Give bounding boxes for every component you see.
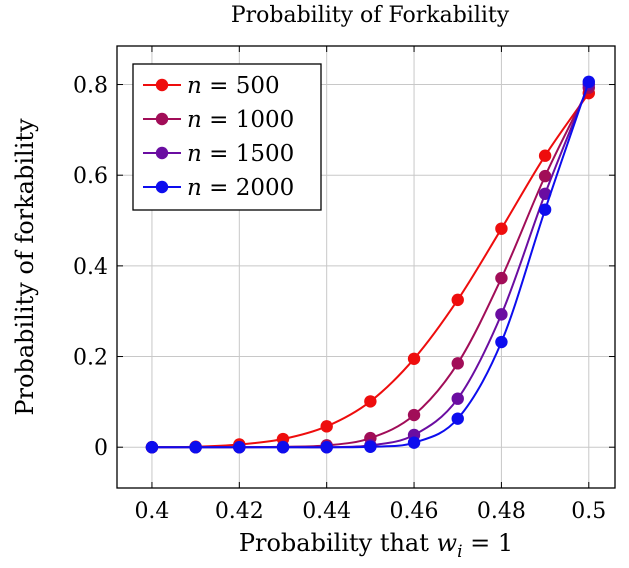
- series-lines: [145, 75, 595, 454]
- x-tick-label: 0.5: [571, 499, 606, 524]
- x-tick-label: 0.48: [477, 499, 526, 524]
- data-point: [451, 392, 464, 405]
- data-point: [364, 395, 377, 408]
- x-axis-label-subscript: i: [457, 542, 462, 562]
- legend-label: n = 1500: [187, 141, 294, 167]
- data-point: [451, 293, 464, 307]
- data-point: [451, 357, 464, 370]
- legend-label: n = 500: [187, 73, 280, 99]
- data-point: [189, 441, 202, 454]
- legend-label: n = 1000: [187, 107, 294, 133]
- data-point: [495, 222, 508, 235]
- data-point: [451, 412, 464, 425]
- legend-marker: [155, 146, 169, 160]
- legend-items: n = 500 n = 1000 n = 1500 n = 2000: [143, 73, 294, 201]
- legend-marker: [155, 78, 169, 92]
- data-point: [407, 408, 421, 422]
- data-point: [538, 187, 552, 200]
- y-tick-label: 0.4: [73, 255, 108, 280]
- data-point: [320, 441, 333, 454]
- data-point: [582, 75, 595, 89]
- legend: n = 500 n = 1000 n = 1500 n = 2000: [132, 63, 322, 211]
- data-point: [495, 308, 508, 321]
- series-2000: [145, 75, 595, 454]
- data-point: [538, 149, 552, 162]
- legend-marker: [155, 112, 169, 126]
- series-line: [151, 92, 590, 449]
- data-point: [276, 441, 290, 454]
- data-point: [407, 436, 421, 449]
- data-point: [407, 352, 421, 365]
- x-tick-label: 0.46: [390, 499, 439, 524]
- data-point: [233, 441, 246, 454]
- y-tick-label: 0: [94, 436, 108, 461]
- legend-label: n = 2000: [187, 175, 294, 201]
- data-point: [495, 335, 508, 349]
- legend-entry-2000: n = 2000: [143, 175, 294, 201]
- x-tick-label: 0.42: [215, 499, 264, 524]
- plot-area-frame: [116, 45, 616, 489]
- x-tick-label: 0.4: [134, 499, 169, 524]
- data-point: [538, 203, 552, 216]
- chart-title: Probability of Forkability: [231, 3, 510, 28]
- tick-labels: 0.4 0.42 0.44 0.46 0.48 0.5 0 0.2 0.4 0.6 0.8: [73, 74, 606, 524]
- x-axis-label: Probability that wi = 1: [239, 529, 513, 562]
- y-tick-label: 0.8: [73, 74, 108, 99]
- legend-entry-500: n = 500: [143, 73, 280, 99]
- y-tick-label: 0.6: [73, 164, 108, 189]
- legend-entry-1500: n = 1500: [143, 141, 294, 167]
- x-axis-label-prefix: Probability that: [239, 529, 437, 557]
- x-tick-label: 0.44: [302, 499, 351, 524]
- x-axis-label-suffix: = 1: [463, 529, 514, 557]
- y-axis-label: Probability of forkability: [11, 118, 39, 416]
- data-point: [320, 420, 333, 433]
- data-point: [145, 441, 159, 454]
- data-point: [364, 440, 377, 453]
- legend-marker: [155, 180, 169, 194]
- data-point: [495, 271, 508, 285]
- data-point: [538, 169, 552, 183]
- y-tick-label: 0.2: [73, 346, 108, 371]
- legend-entry-1000: n = 1000: [143, 107, 294, 133]
- x-axis-label-variable: w: [437, 529, 458, 557]
